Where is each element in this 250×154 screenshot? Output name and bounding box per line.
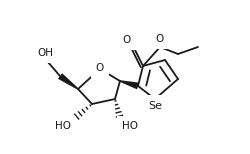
Polygon shape	[120, 80, 139, 89]
Text: O: O	[96, 63, 104, 73]
Text: HO: HO	[55, 121, 71, 131]
Polygon shape	[58, 73, 78, 90]
Text: Se: Se	[148, 101, 162, 111]
Text: HO: HO	[122, 121, 138, 131]
Text: O: O	[156, 34, 164, 44]
Text: OH: OH	[37, 48, 53, 58]
Text: O: O	[123, 35, 131, 45]
